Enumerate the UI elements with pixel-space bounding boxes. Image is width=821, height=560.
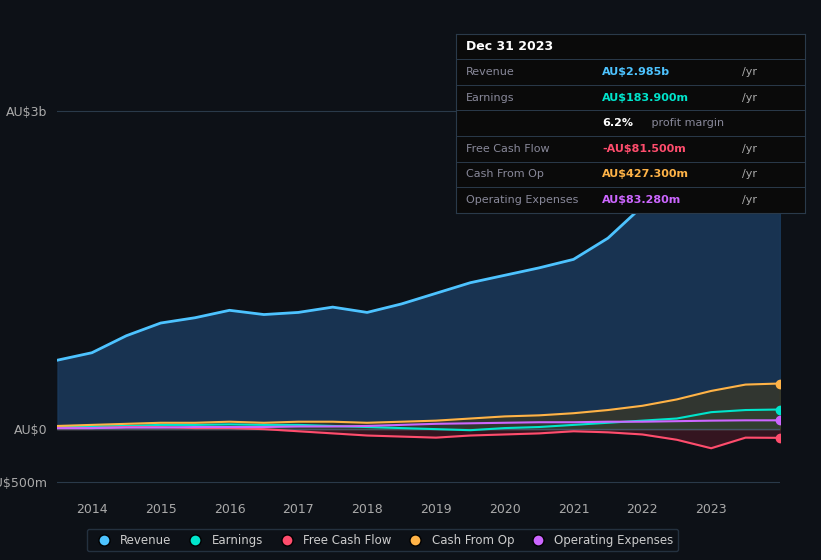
Text: Cash From Op: Cash From Op	[466, 170, 544, 179]
Text: Operating Expenses: Operating Expenses	[466, 195, 579, 205]
Legend: Revenue, Earnings, Free Cash Flow, Cash From Op, Operating Expenses: Revenue, Earnings, Free Cash Flow, Cash …	[87, 529, 678, 552]
Text: /yr: /yr	[742, 144, 757, 154]
Text: AU$427.300m: AU$427.300m	[603, 170, 689, 179]
Text: Revenue: Revenue	[466, 67, 515, 77]
Text: AU$83.280m: AU$83.280m	[603, 195, 681, 205]
Text: profit margin: profit margin	[648, 118, 723, 128]
Text: Earnings: Earnings	[466, 92, 515, 102]
Text: /yr: /yr	[742, 92, 757, 102]
Text: /yr: /yr	[742, 170, 757, 179]
Text: 6.2%: 6.2%	[603, 118, 633, 128]
Text: AU$2.985b: AU$2.985b	[603, 67, 670, 77]
Text: /yr: /yr	[742, 67, 757, 77]
Text: Free Cash Flow: Free Cash Flow	[466, 144, 550, 154]
Text: /yr: /yr	[742, 195, 757, 205]
Text: -AU$81.500m: -AU$81.500m	[603, 144, 686, 154]
Text: Dec 31 2023: Dec 31 2023	[466, 40, 553, 53]
Text: AU$183.900m: AU$183.900m	[603, 92, 689, 102]
